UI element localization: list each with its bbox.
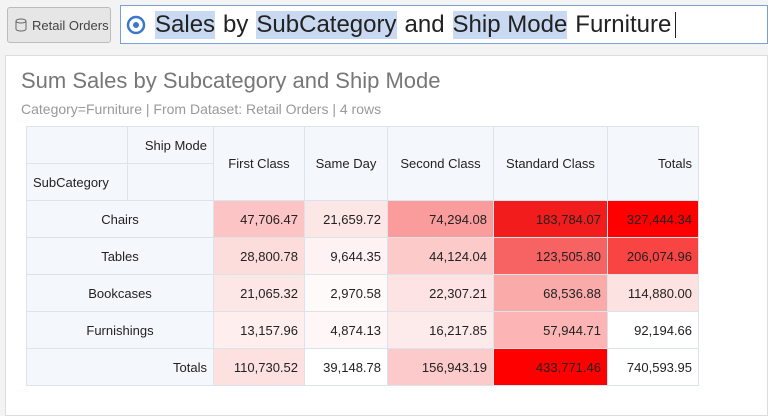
- value-cell: 74,294.08: [387, 200, 494, 238]
- value-cell: 57,944.71: [493, 311, 608, 349]
- row-label: Bookcases: [26, 274, 214, 312]
- value-cell: 16,217.85: [387, 311, 494, 349]
- query-token: SubCategory: [256, 10, 397, 39]
- query-icon: [126, 15, 146, 34]
- value-cell: 22,307.21: [387, 274, 494, 312]
- row-label: Totals: [26, 348, 214, 386]
- data-row: Tables 28,800.78 9,644.35 44,124.04 123,505.…: [26, 237, 699, 275]
- value-cell: 156,943.19: [387, 348, 494, 386]
- value-cell: 47,706.47: [213, 200, 305, 238]
- value-cell: 183,784.07: [493, 200, 608, 238]
- query-token: by: [223, 10, 249, 38]
- data-row: Chairs 47,706.47 21,659.72 74,294.08 183,784…: [26, 200, 699, 238]
- value-cell: 68,536.88: [493, 274, 608, 312]
- column-label: Second Class: [387, 126, 494, 201]
- value-cell: 39,148.78: [304, 348, 388, 386]
- value-cell: 21,659.72: [304, 200, 388, 238]
- value-cell: 433,771.46: [493, 348, 608, 386]
- row-header: SubCategory: [26, 163, 128, 201]
- column-label: Totals: [607, 126, 699, 201]
- data-row: Totals 110,730.52 39,148.78 156,943.19 433,7…: [26, 348, 699, 386]
- report-subtitle: Category=Furniture | From Dataset: Retai…: [21, 101, 382, 117]
- value-cell: 21,065.32: [213, 274, 305, 312]
- row-label: Furnishings: [26, 311, 214, 349]
- value-cell: 13,157.96: [213, 311, 305, 349]
- column-label: First Class: [213, 126, 305, 201]
- value-cell: 740,593.95: [607, 348, 699, 386]
- value-cell: 114,880.00: [607, 274, 699, 312]
- dataset-button[interactable]: Retail Orders: [7, 7, 111, 43]
- column-label: Same Day: [304, 126, 388, 201]
- column-header: Ship Mode: [127, 126, 214, 164]
- row-label: Tables: [26, 237, 214, 275]
- report-title: Sum Sales by Subcategory and Ship Mode: [21, 68, 441, 93]
- query-token: Furniture: [575, 10, 672, 38]
- caret: [675, 11, 677, 38]
- value-cell: 123,505.80: [493, 237, 608, 275]
- column-label: Standard Class: [493, 126, 608, 201]
- row-label: Chairs: [26, 200, 214, 238]
- value-cell: 44,124.04: [387, 237, 494, 275]
- pivot-table: Ship Mode First Class Same Day Second Class…: [26, 126, 699, 386]
- query-token: Sales: [155, 10, 216, 39]
- dataset-label: Retail Orders: [32, 17, 109, 33]
- value-cell: 2,970.58: [304, 274, 388, 312]
- value-cell: 327,444.34: [607, 200, 699, 238]
- corner-cell: [127, 163, 214, 201]
- header-row: Ship Mode First Class Same Day Second Class…: [26, 126, 699, 201]
- value-cell: 206,074.96: [607, 237, 699, 275]
- query-token: Ship Mode: [452, 10, 568, 39]
- value-cell: 110,730.52: [213, 348, 305, 386]
- query-token: and: [404, 10, 445, 38]
- value-cell: 28,800.78: [213, 237, 305, 275]
- query-input[interactable]: Sales by SubCategory and Ship Mode Furniture: [120, 5, 768, 44]
- report-panel: Sum Sales by Subcategory and Ship Mode C…: [5, 55, 768, 416]
- value-cell: 4,874.13: [304, 311, 388, 349]
- value-cell: 92,194.66: [607, 311, 699, 349]
- corner-cell: [26, 126, 128, 164]
- database-icon: [15, 18, 27, 32]
- data-row: Bookcases 21,065.32 2,970.58 22,307.21 68,53…: [26, 274, 699, 312]
- value-cell: 9,644.35: [304, 237, 388, 275]
- data-row: Furnishings 13,157.96 4,874.13 16,217.85 57,…: [26, 311, 699, 349]
